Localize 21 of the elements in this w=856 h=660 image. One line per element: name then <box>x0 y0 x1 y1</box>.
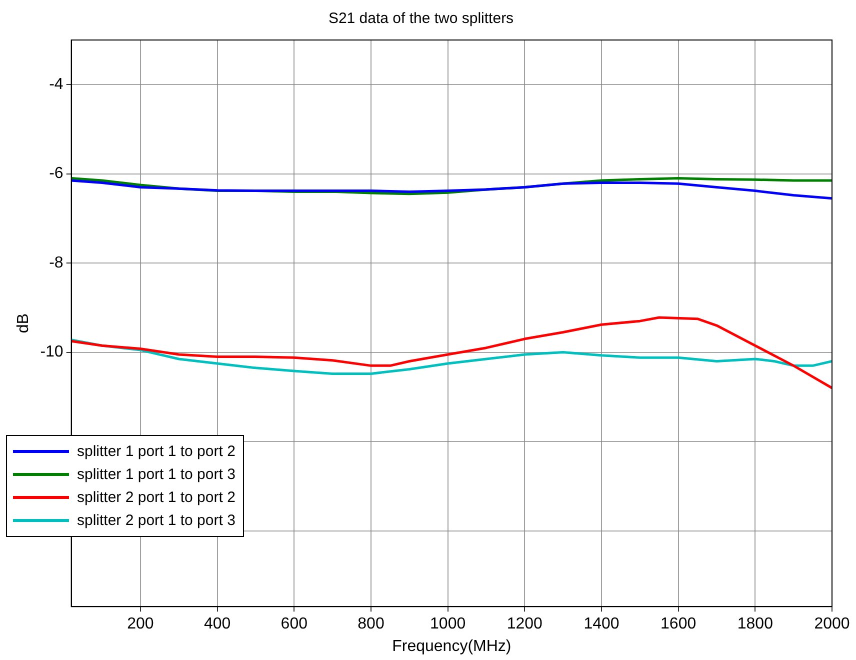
x-tick-label: 200 <box>127 616 154 633</box>
y-tick-label: -4 <box>49 76 64 94</box>
x-tick-label: 1000 <box>430 616 466 633</box>
x-tick-label: 600 <box>280 616 308 633</box>
legend-label: splitter 1 port 1 to port 2 <box>77 443 236 460</box>
legend-label: splitter 2 port 1 to port 2 <box>77 489 236 506</box>
legend-label: splitter 1 port 1 to port 3 <box>77 466 236 483</box>
chart-title: S21 data of the two splitters <box>328 10 514 28</box>
x-tick-label: 1200 <box>506 616 543 633</box>
x-tick-label: 1800 <box>737 616 774 633</box>
y-axis-title: dB <box>15 314 32 334</box>
x-tick-label: 400 <box>204 616 231 633</box>
x-axis-title: Frequency(MHz) <box>392 638 512 655</box>
legend-label: splitter 2 port 1 to port 3 <box>77 512 236 529</box>
y-tick-label: -10 <box>40 344 64 361</box>
x-tick-label: 2000 <box>814 616 850 633</box>
y-tick-label: -6 <box>49 165 64 182</box>
x-tick-label: 1400 <box>584 616 620 633</box>
x-tick-label: 1600 <box>660 616 696 633</box>
y-tick-label: -8 <box>49 254 64 272</box>
x-tick-label: 800 <box>358 616 384 633</box>
